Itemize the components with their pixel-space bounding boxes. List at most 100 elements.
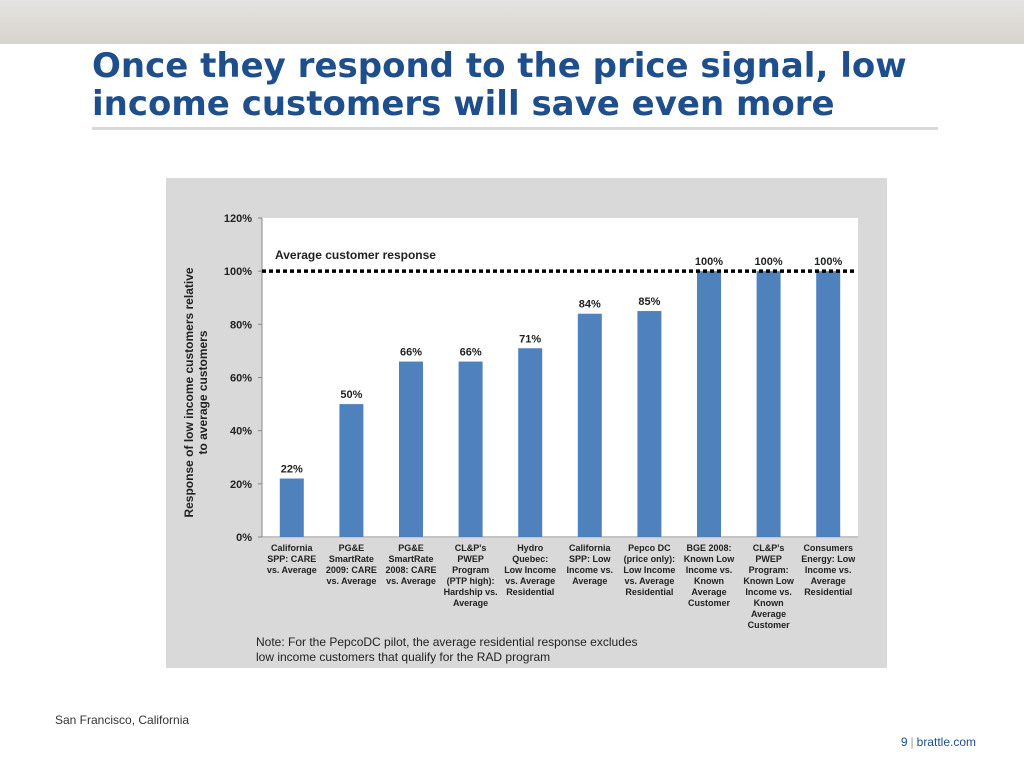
category-label-line: vs. Average — [326, 576, 376, 586]
footer-separator: | — [910, 735, 914, 749]
category-label-line: Average — [691, 587, 726, 597]
category-label-line: California — [271, 543, 314, 553]
page-number: 9 — [900, 735, 908, 749]
category-label: California SPP: CARE vs. Average — [267, 543, 317, 575]
bar-data-label: 85% — [638, 296, 660, 308]
category-label: Hydro Quebec: Low Income vs. Average Residen… — [504, 543, 556, 597]
category-label-line: Energy: Low — [801, 554, 856, 564]
category-label: Pepco DC (price only): Low Income vs. Avera… — [623, 543, 675, 597]
bar-data-label: 66% — [460, 347, 482, 359]
category-label-line: vs. Average — [267, 565, 317, 575]
category-label-line: Known Low — [684, 554, 735, 564]
category-label-line: California — [569, 543, 612, 553]
footer-page-info: 9 | brattle.com — [901, 735, 976, 749]
category-label-line: SPP: Low — [569, 554, 612, 564]
category-label-line: Average — [811, 576, 846, 586]
bars — [279, 271, 841, 537]
bar — [816, 271, 841, 537]
category-label-line: vs. Average — [624, 576, 674, 586]
bar — [518, 348, 543, 537]
category-label-line: SmartRate — [329, 554, 374, 564]
chart-note-line: Note: For the PepcoDC pilot, the average… — [256, 635, 638, 649]
category-label-line: Income vs. — [567, 565, 614, 575]
bar-data-label: 100% — [814, 256, 842, 268]
category-label: BGE 2008: Known Low Income vs. Known Average… — [684, 543, 735, 608]
category-label-line: Average — [453, 598, 488, 608]
category-label-line: Income vs. — [745, 587, 792, 597]
bar — [339, 404, 364, 537]
category-label-line: Income vs. — [805, 565, 852, 575]
category-label-line: CL&P's — [753, 543, 785, 553]
category-label-line: Quebec: — [512, 554, 548, 564]
category-label-line: (price only): — [624, 554, 676, 564]
category-label-line: Low Income — [623, 565, 675, 575]
y-tick-label: 100% — [224, 266, 252, 278]
category-label-line: Residential — [804, 587, 852, 597]
category-label-line: Income vs. — [686, 565, 733, 575]
category-label-line: PWEP — [457, 554, 484, 564]
category-label-line: BGE 2008: — [686, 543, 731, 553]
category-label-line: Customer — [688, 598, 731, 608]
category-label-line: SPP: CARE — [267, 554, 316, 564]
chart-note: Note: For the PepcoDC pilot, the average… — [256, 635, 638, 664]
bar-data-label: 100% — [695, 256, 723, 268]
category-label-line: Average — [751, 609, 786, 619]
reference-line-label: Average customer response — [275, 248, 436, 262]
y-axis-title-line: to average customers — [196, 330, 210, 454]
category-label-line: SmartRate — [388, 554, 433, 564]
category-label-line: Hydro — [517, 543, 544, 553]
bar-data-label: 22% — [281, 464, 303, 476]
y-axis-title-line: Response of low income customers relativ… — [182, 267, 196, 517]
y-tick-label: 60% — [230, 373, 252, 385]
category-label-line: Pepco DC — [628, 543, 671, 553]
category-label-line: PWEP — [755, 554, 782, 564]
bar — [697, 271, 721, 537]
data-labels: 22% 50% 66% 66% 71% 84% 85% 100% 100% 100% — [281, 256, 843, 475]
category-label-line: Known — [694, 576, 724, 586]
category-label-line: PG&E — [339, 543, 365, 553]
header-band — [0, 0, 1024, 44]
category-label-line: Customer — [748, 620, 791, 630]
category-label: CL&P's PWEP Program (PTP high): Hardship vs.… — [444, 543, 498, 608]
y-tick-label: 20% — [230, 479, 252, 491]
category-label: CL&P's PWEP Program: Known Low Income vs. Kno… — [743, 543, 794, 630]
category-label-line: vs. Average — [386, 576, 436, 586]
category-label-line: Residential — [625, 587, 673, 597]
category-label-line: Residential — [506, 587, 554, 597]
category-label-line: Consumers — [803, 543, 853, 553]
bar — [637, 311, 662, 537]
bar-data-label: 100% — [755, 256, 783, 268]
category-label: PG&E SmartRate 2008: CARE vs. Average — [385, 543, 436, 586]
y-tick-label: 40% — [230, 426, 252, 438]
footer-site: brattle.com — [916, 735, 976, 749]
bar — [279, 478, 304, 537]
bar-chart: 0% 20% 40% 60% 80% 100% 120% 22% 50% 66% 66% 71% 84… — [182, 213, 858, 664]
bar — [577, 313, 602, 537]
chart-panel: 0% 20% 40% 60% 80% 100% 120% 22% 50% 66% 66% 71% 84… — [166, 178, 887, 668]
category-label-line: Program — [452, 565, 489, 575]
bar — [756, 271, 781, 537]
reference-line: Average customer response — [262, 248, 854, 273]
category-label-line: vs. Average — [505, 576, 555, 586]
bar — [399, 361, 423, 537]
footer-location: San Francisco, California — [55, 713, 190, 727]
category-label-line: Known Low — [743, 576, 794, 586]
bar-data-label: 84% — [579, 299, 601, 311]
category-label-line: Average — [572, 576, 607, 586]
y-tick-label: 0% — [236, 532, 252, 544]
category-label-line: CL&P's — [455, 543, 487, 553]
bar — [458, 361, 483, 537]
category-label-line: 2009: CARE — [326, 565, 377, 575]
y-tick-label: 120% — [224, 213, 252, 225]
title-divider — [92, 127, 938, 130]
slide-title: Once they respond to the price signal, l… — [92, 46, 907, 124]
chart-note-line: low income customers that qualify for th… — [256, 650, 550, 664]
y-axis-title: Response of low income customers relativ… — [182, 267, 210, 517]
category-label-line: Program: — [749, 565, 789, 575]
bar-data-label: 50% — [340, 389, 362, 401]
category-label-line: Known — [754, 598, 784, 608]
category-label: California SPP: Low Income vs. Average — [567, 543, 614, 586]
category-label: PG&E SmartRate 2009: CARE vs. Average — [326, 543, 377, 586]
category-label: Consumers Energy: Low Income vs. Average Res… — [801, 543, 856, 597]
